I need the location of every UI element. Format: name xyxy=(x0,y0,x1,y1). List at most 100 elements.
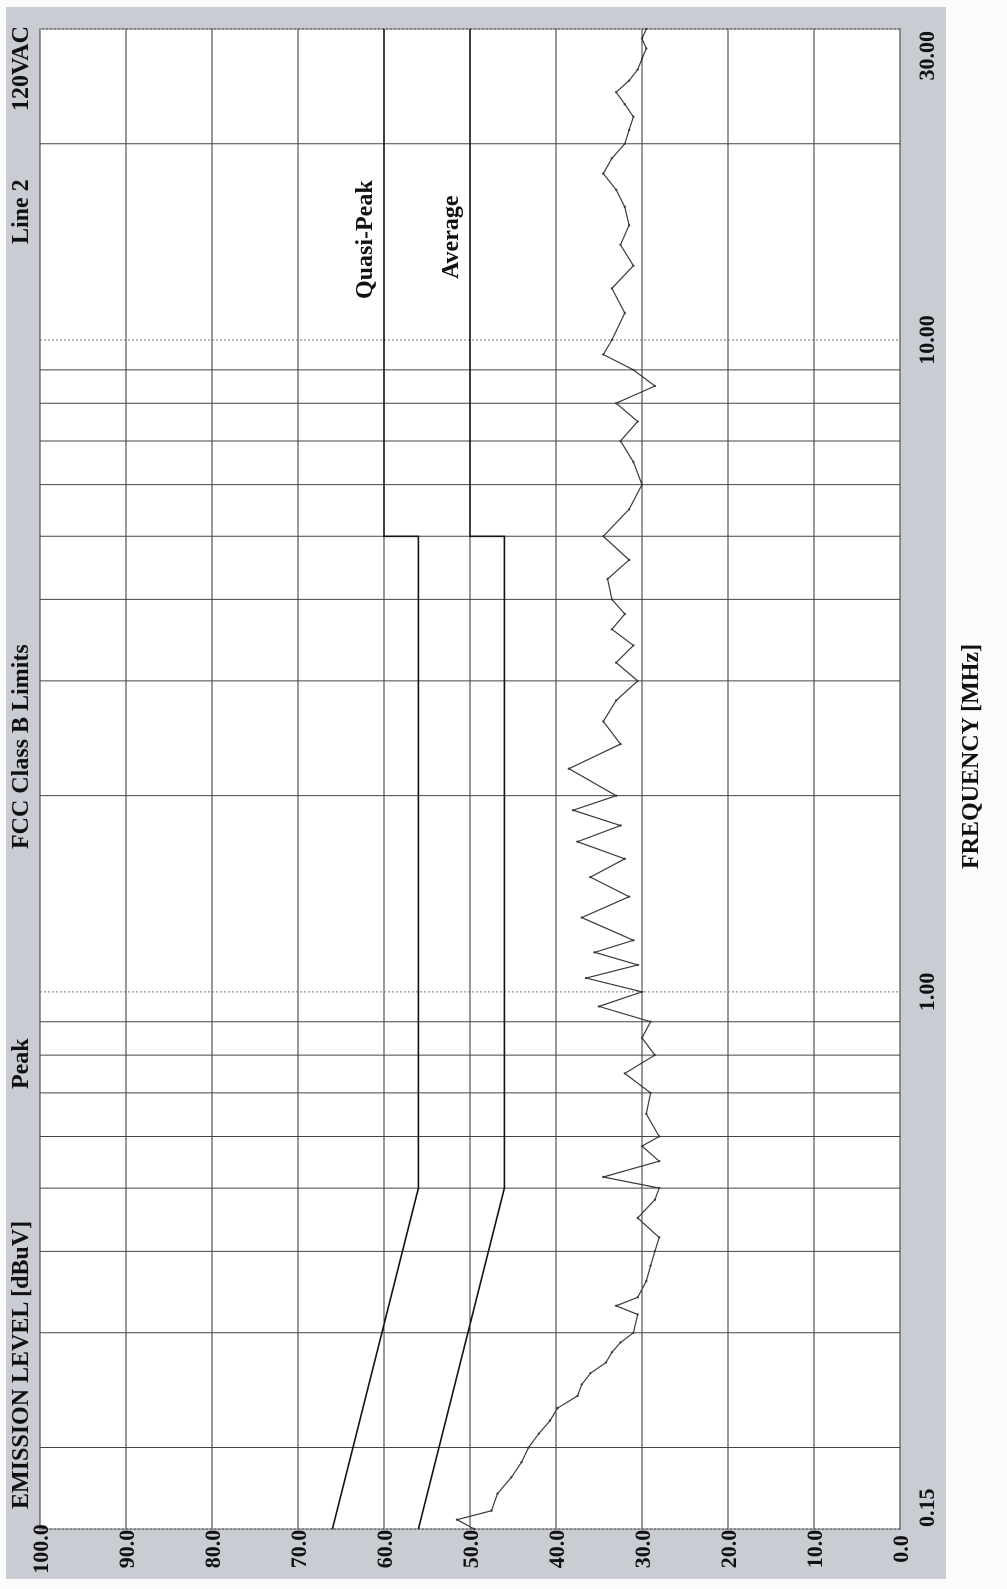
series-point xyxy=(455,1518,459,1521)
series-point xyxy=(645,1279,648,1283)
series-point xyxy=(636,68,639,71)
y-tick-label: 20.0 xyxy=(716,1530,741,1569)
series-point xyxy=(619,439,622,443)
series-point xyxy=(623,1072,626,1075)
series-point xyxy=(520,1460,523,1464)
y-tick-label: 40.0 xyxy=(544,1530,569,1569)
y-tick-label: 80.0 xyxy=(200,1530,225,1569)
series-point xyxy=(584,976,588,980)
series-point xyxy=(619,742,622,746)
series-point xyxy=(615,699,618,702)
series-point xyxy=(658,1160,661,1163)
x-axis-label: FREQUENCY [MHz] xyxy=(958,644,984,869)
data-series xyxy=(455,27,661,1531)
series-point xyxy=(567,767,571,770)
y-tick-label: 0.0 xyxy=(888,1535,913,1563)
series-point xyxy=(602,720,605,723)
chart-header-voltage: 120VAC xyxy=(8,26,34,111)
series-point xyxy=(636,679,639,683)
series-point xyxy=(572,809,575,812)
series-point xyxy=(615,1304,618,1307)
series-point xyxy=(619,243,622,246)
series-point xyxy=(640,990,644,994)
limit-lines: Quasi-Peak Average xyxy=(331,29,506,1530)
series-point xyxy=(640,37,644,40)
series-point xyxy=(632,1331,635,1334)
series-point xyxy=(510,1476,513,1479)
series-point xyxy=(473,1527,476,1531)
y-tick-label: 70.0 xyxy=(286,1530,311,1569)
series-point xyxy=(632,460,635,464)
series-point xyxy=(636,1313,639,1316)
series-point xyxy=(576,840,579,843)
series-point xyxy=(610,287,614,290)
series-point xyxy=(653,384,657,388)
series-point xyxy=(610,157,614,160)
series-point xyxy=(627,128,631,132)
series-point xyxy=(623,857,626,860)
series-point xyxy=(589,1372,592,1375)
series-point xyxy=(653,1198,657,1201)
y-tick-label: 100.0 xyxy=(28,1524,53,1574)
limit-line-quasi-peak xyxy=(331,29,420,1530)
series-point xyxy=(640,483,644,486)
series-point xyxy=(619,1341,622,1344)
x-tick-label: 1.00 xyxy=(914,973,939,1012)
series-point xyxy=(636,420,639,423)
series-point xyxy=(645,1112,648,1116)
series-point xyxy=(649,1020,652,1023)
series-point xyxy=(580,916,583,919)
series-point xyxy=(632,115,635,118)
series-point xyxy=(640,57,644,60)
series-point xyxy=(658,1236,661,1239)
series-point xyxy=(604,1361,608,1364)
series-point xyxy=(615,90,618,94)
series-point xyxy=(649,1264,652,1267)
chart-header-peak: Peak xyxy=(8,1038,34,1089)
chart-header-line: Line 2 xyxy=(8,179,34,244)
series-point xyxy=(623,311,626,315)
series-point xyxy=(576,1394,579,1398)
series-point xyxy=(615,188,618,191)
series-point xyxy=(615,661,618,664)
series-point xyxy=(653,1053,657,1057)
series-point xyxy=(636,1296,639,1299)
series-point xyxy=(615,794,618,797)
series-point xyxy=(632,644,635,647)
series-point xyxy=(649,1091,652,1095)
series-point xyxy=(627,79,631,82)
series-point xyxy=(610,338,614,342)
series-point xyxy=(640,1144,644,1148)
x-tick-label: 10.00 xyxy=(914,315,939,365)
series-point xyxy=(556,1406,559,1410)
chart-title: FCC Class B Limits xyxy=(8,644,34,849)
series-point xyxy=(548,1419,552,1422)
x-tick-label: 0.15 xyxy=(914,1489,939,1528)
y-tick-label: 60.0 xyxy=(372,1530,397,1569)
series-point xyxy=(602,1175,605,1179)
series-point xyxy=(658,1186,661,1190)
series-point xyxy=(632,264,635,267)
series-line-peak xyxy=(455,28,661,1530)
series-point xyxy=(623,205,626,209)
series-point xyxy=(623,612,626,616)
series-point xyxy=(496,1492,499,1495)
x-tick-label: 30.00 xyxy=(914,31,939,81)
tick-labels: 0.0 10.0 20.0 30.0 40.0 50.0 60.0 70.0 80.0 90.0 1… xyxy=(28,31,939,1574)
series-point xyxy=(606,577,609,581)
series-point xyxy=(627,895,631,898)
y-tick-label: 10.0 xyxy=(802,1530,827,1569)
series-point xyxy=(623,102,626,106)
series-point xyxy=(602,172,605,175)
series-point xyxy=(537,1432,540,1435)
series-point xyxy=(490,1509,493,1512)
series-point xyxy=(645,47,648,50)
series-point xyxy=(593,951,596,954)
series-point xyxy=(602,535,605,538)
y-tick-label: 50.0 xyxy=(458,1530,483,1569)
series-point xyxy=(636,963,639,967)
y-tick-label: 90.0 xyxy=(114,1530,139,1569)
series-point xyxy=(653,1250,657,1253)
y-axis-label: EMISSION LEVEL [dBuV] xyxy=(8,1221,34,1509)
